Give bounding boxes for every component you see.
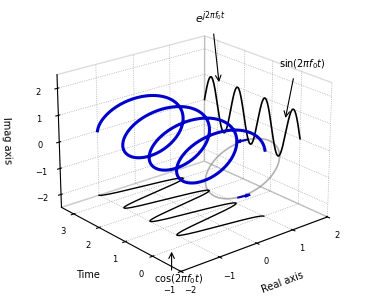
Y-axis label: Time: Time [77,270,100,280]
Text: $e^{j2\pi f_0 t}$: $e^{j2\pi f_0 t}$ [196,9,226,26]
Text: $\sin(2\pi f_0 t)$: $\sin(2\pi f_0 t)$ [279,57,326,71]
Text: $\cos(2\pi f_0 t)$: $\cos(2\pi f_0 t)$ [154,272,203,286]
X-axis label: Real axis: Real axis [260,270,305,295]
